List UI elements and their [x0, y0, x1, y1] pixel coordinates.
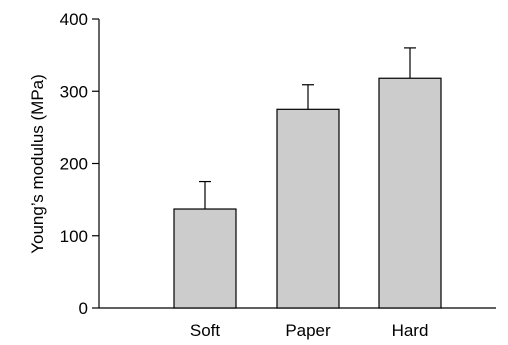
y-tick-label-400: 400: [60, 10, 88, 29]
bar-hard: [378, 77, 442, 309]
x-tick-label-paper: Paper: [285, 321, 331, 340]
y-tick-label-100: 100: [60, 227, 88, 246]
plot-area: 0 100 200 300 400 Soft Paper Hard: [60, 10, 496, 340]
x-tick-label-hard: Hard: [392, 321, 429, 340]
y-tick-label-300: 300: [60, 82, 88, 101]
y-tick-label-0: 0: [79, 299, 88, 318]
x-tick-label-soft: Soft: [190, 321, 221, 340]
y-axis-title: Young’s modulus (MPa): [28, 74, 47, 254]
y-tick-label-200: 200: [60, 155, 88, 174]
bar-paper: [276, 108, 340, 309]
bar-soft: [173, 208, 237, 309]
